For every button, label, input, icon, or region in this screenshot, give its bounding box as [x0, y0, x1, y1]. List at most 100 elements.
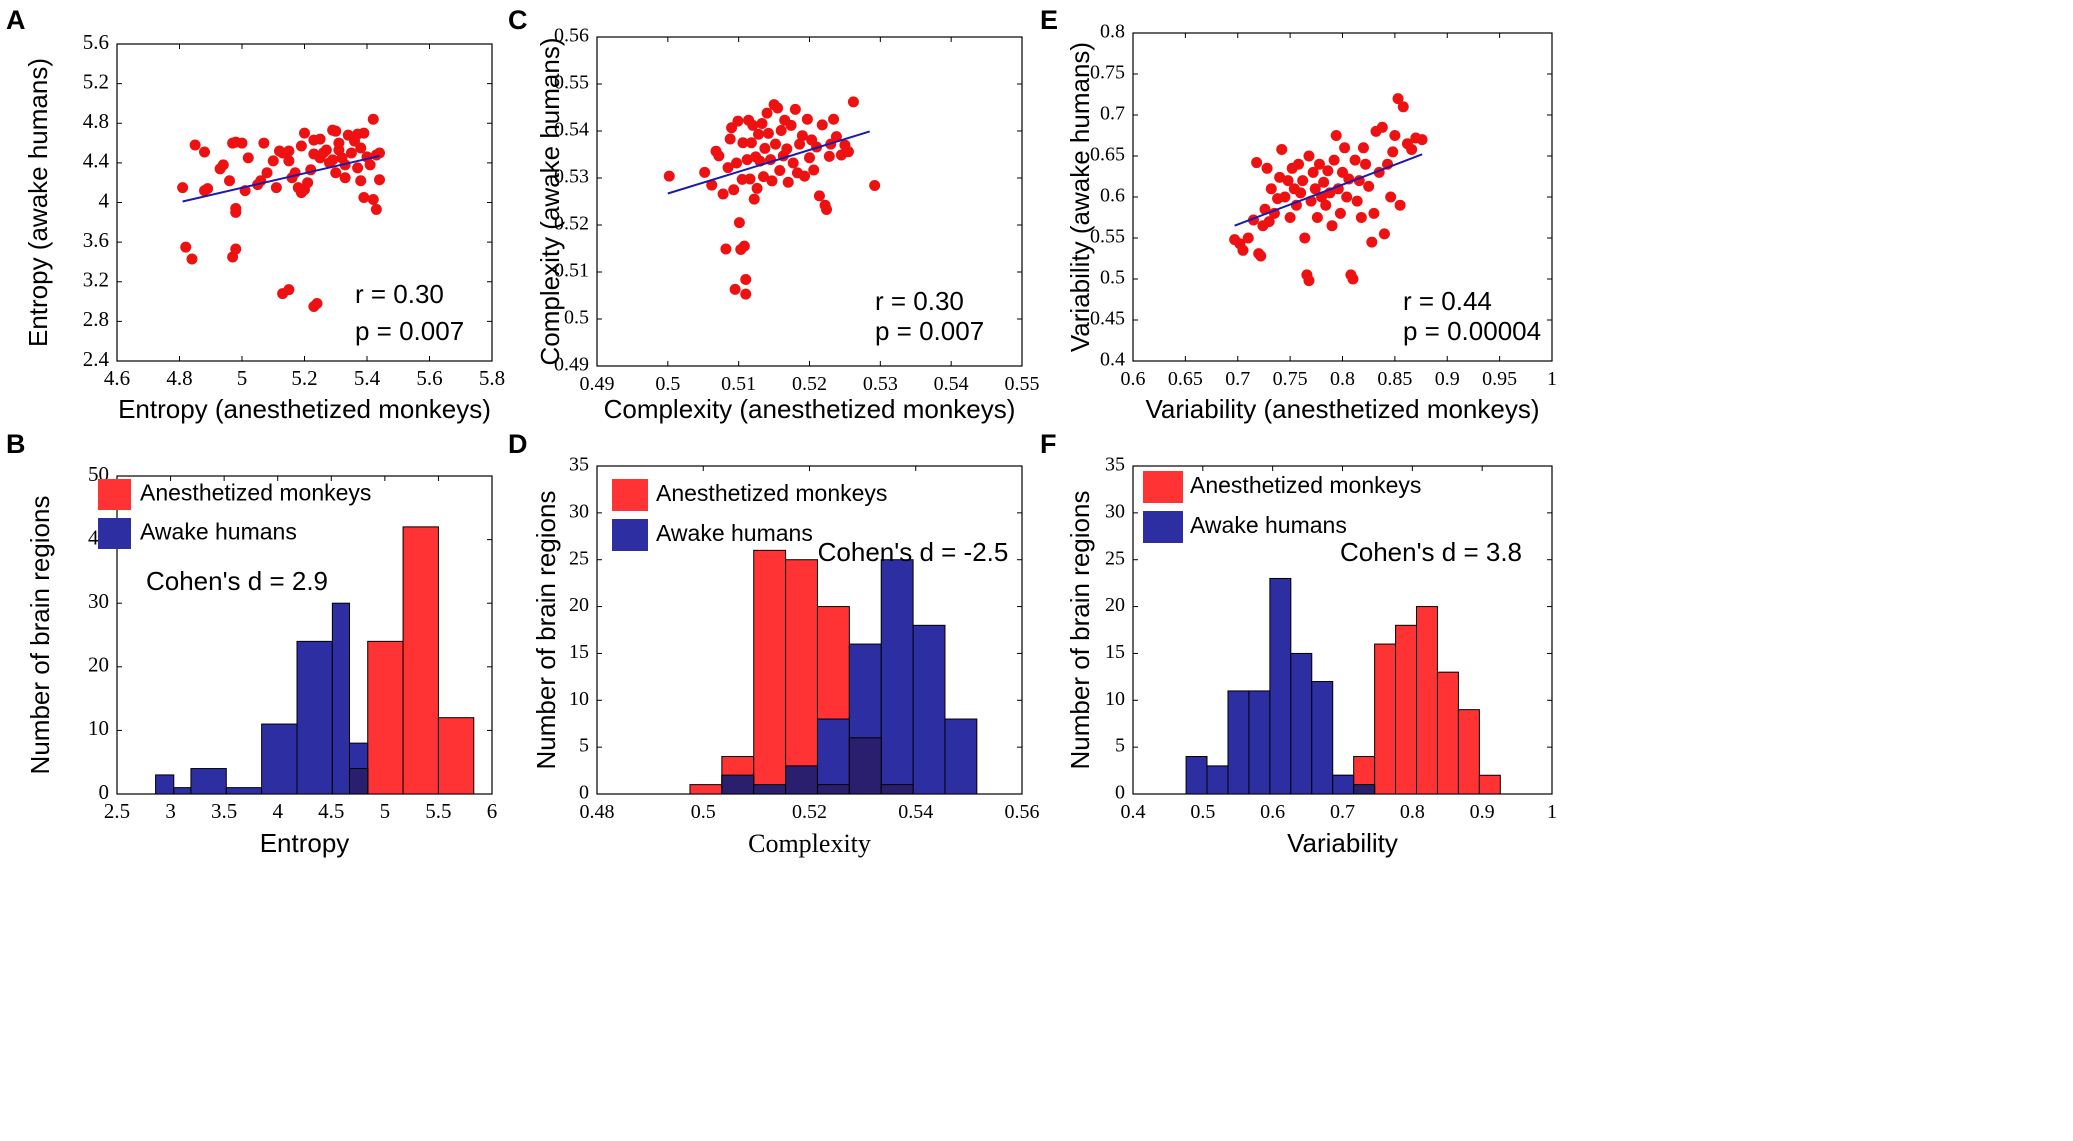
data-point	[1406, 143, 1418, 155]
data-point	[741, 154, 753, 166]
panel-label: C	[508, 5, 528, 35]
bar-awake-humans	[155, 774, 175, 795]
data-point	[762, 127, 774, 139]
data-point	[1303, 275, 1315, 287]
data-point	[756, 117, 768, 129]
y-axis-label: Complexity (awake humans)	[535, 37, 565, 365]
bar-awake-humans	[225, 787, 263, 795]
x-tick-label: 0.75	[1273, 368, 1308, 390]
data-point	[1279, 191, 1291, 203]
data-point	[753, 128, 764, 140]
data-point	[242, 152, 254, 164]
bar-anesthetized-monkeys	[1457, 709, 1480, 795]
data-point	[330, 167, 342, 179]
legend-label-awake: Awake humans	[656, 520, 813, 546]
data-point	[283, 145, 295, 157]
data-point	[816, 119, 828, 131]
data-point	[1309, 183, 1321, 195]
bar-overlap	[1353, 784, 1376, 795]
x-axis-label: Complexity (anesthetized monkeys)	[604, 394, 1016, 424]
panel-C: C 0.49 0.5 0.51 0.52 0.53 0.54 0.55 0.49 0.5 0.51 0…	[508, 5, 1040, 424]
y-tick-label: 20	[1105, 594, 1125, 616]
bar-awake-humans	[1311, 681, 1334, 795]
data-point	[224, 175, 235, 187]
y-tick-label: 0.49	[554, 354, 589, 376]
data-point	[766, 175, 778, 187]
x-tick-label: 1	[1547, 801, 1557, 823]
bar-awake-humans	[1269, 577, 1292, 795]
data-point	[699, 166, 711, 178]
legend-swatch-awake	[98, 518, 131, 549]
panel-B: B2.533.544.555.5601020304050EntropyNumbe…	[6, 429, 497, 858]
data-point	[1351, 195, 1363, 207]
legend-swatch-awake	[612, 519, 648, 551]
x-tick-label: 0.95	[1482, 368, 1517, 390]
data-point	[1357, 142, 1369, 154]
bar-awake-humans	[1332, 774, 1355, 795]
legend-label-awake: Awake humans	[1190, 512, 1347, 538]
x-tick-label: 0.55	[1005, 373, 1040, 395]
data-point	[1276, 143, 1288, 155]
data-point	[352, 162, 364, 174]
data-point	[804, 152, 815, 164]
data-point	[1366, 236, 1378, 248]
data-point	[358, 192, 370, 204]
data-point	[808, 164, 820, 176]
data-point	[759, 142, 771, 154]
bar-overlap	[753, 784, 787, 795]
bar-awake-humans	[1185, 756, 1208, 795]
data-point	[1284, 212, 1296, 223]
data-point	[1255, 250, 1267, 262]
y-tick-label: 0.55	[554, 72, 589, 94]
y-tick-label: 0.5	[564, 307, 589, 329]
x-tick-label: 0.54	[934, 373, 969, 395]
data-point	[732, 115, 744, 127]
data-point	[744, 173, 756, 185]
data-point	[1341, 191, 1353, 203]
data-point	[320, 144, 332, 156]
bar-anesthetized-monkeys	[689, 784, 723, 795]
data-point	[367, 113, 379, 125]
bar-overlap	[848, 737, 882, 795]
data-point	[283, 155, 295, 167]
bar-overlap	[880, 784, 914, 795]
data-point	[869, 180, 881, 192]
data-point	[733, 217, 745, 229]
data-point	[295, 140, 307, 152]
data-point	[782, 176, 794, 188]
x-tick-label: 4.6	[104, 366, 130, 390]
x-tick-label: 0.54	[898, 801, 933, 823]
x-axis-label: Complexity	[748, 829, 871, 858]
data-point	[1295, 187, 1307, 199]
x-tick-label: 0.85	[1377, 368, 1412, 390]
y-tick-label: 35	[1105, 454, 1125, 476]
data-point	[1322, 165, 1334, 177]
y-axis-label: Number of brain regions	[531, 491, 561, 770]
x-tick-label: 6	[487, 799, 498, 823]
cohens-d-text: Cohen's d = 2.9	[146, 566, 328, 596]
y-tick-label: 0	[99, 780, 110, 804]
data-point	[177, 182, 189, 194]
stat-text: r = 0.30	[875, 286, 964, 316]
legend-swatch-awake	[1143, 511, 1183, 543]
y-tick-label: 5	[579, 735, 589, 757]
x-tick-label: 5.6	[416, 366, 442, 390]
y-tick-label: 0.51	[554, 260, 589, 282]
bar-anesthetized-monkeys	[1395, 624, 1418, 795]
data-point	[1392, 93, 1404, 105]
legend-label-monkeys: Anesthetized monkeys	[656, 480, 887, 506]
data-point	[720, 243, 732, 255]
data-point	[1261, 162, 1273, 174]
x-tick-label: 0.5	[1190, 801, 1215, 823]
bar-awake-humans	[331, 602, 351, 795]
bar-anesthetized-monkeys	[1416, 606, 1438, 795]
x-tick-label: 0.7	[1330, 801, 1355, 823]
data-point	[1387, 146, 1399, 158]
data-point	[740, 288, 752, 300]
data-point	[1334, 207, 1346, 219]
data-point	[370, 203, 382, 215]
y-tick-label: 0.65	[1090, 144, 1125, 166]
x-tick-label: 0.52	[792, 801, 827, 823]
data-point	[355, 142, 367, 154]
data-point	[330, 125, 342, 137]
